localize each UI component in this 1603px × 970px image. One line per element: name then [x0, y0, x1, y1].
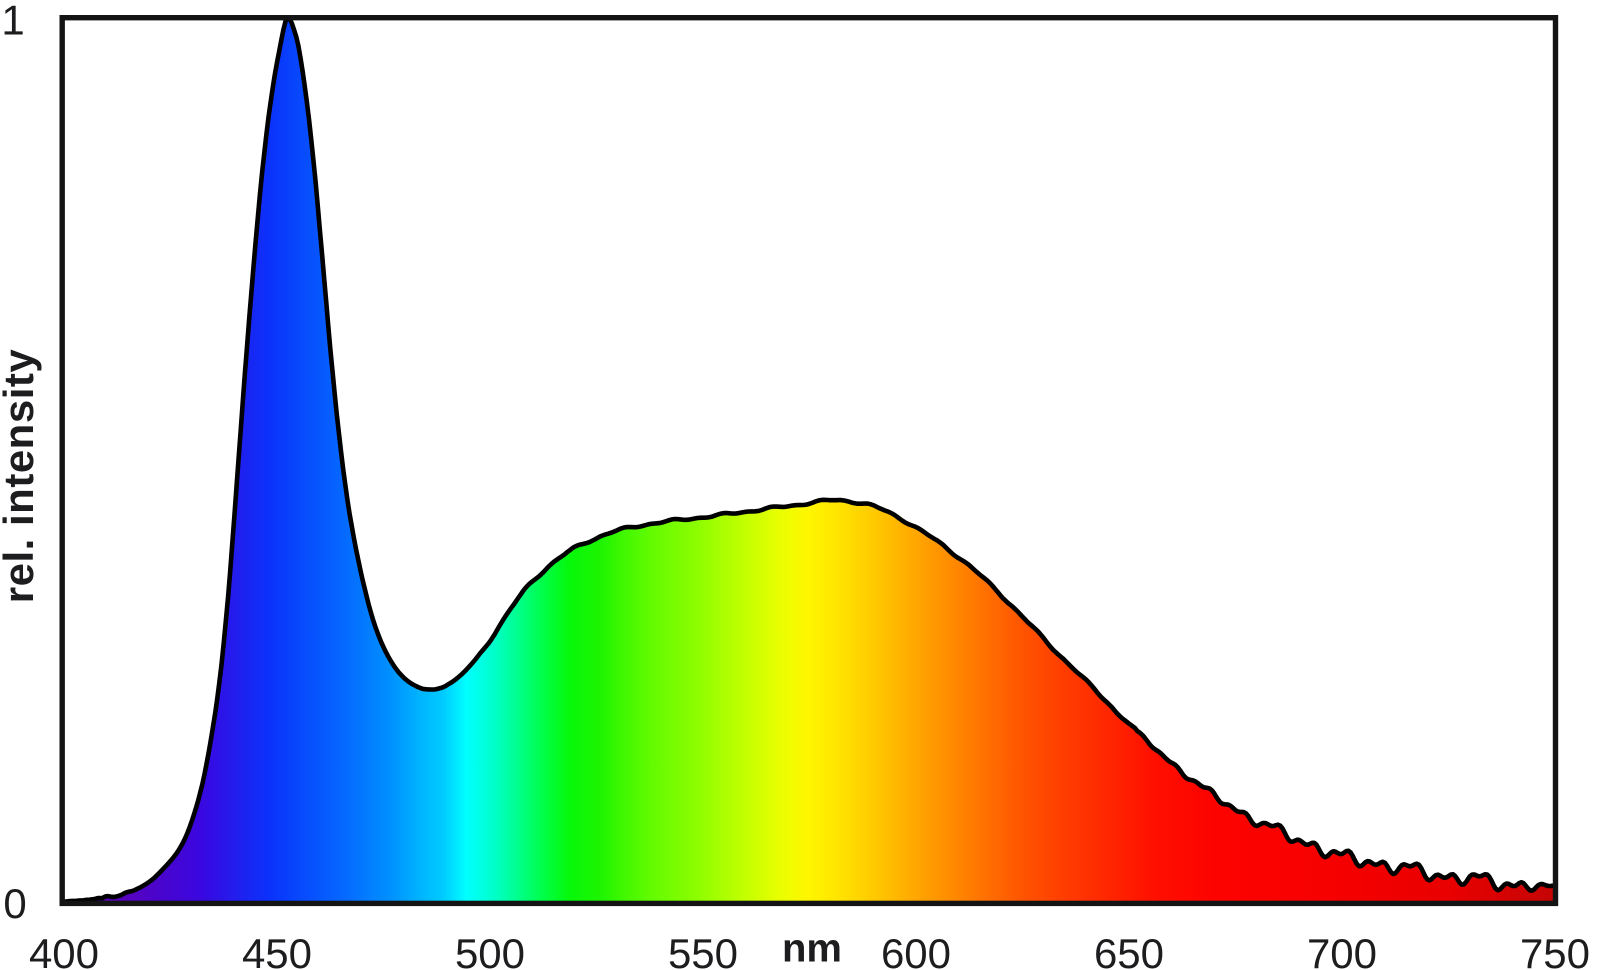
- svg-text:rel. intensity: rel. intensity: [0, 349, 42, 604]
- svg-text:600: 600: [881, 930, 951, 970]
- svg-text:500: 500: [455, 930, 525, 970]
- svg-text:650: 650: [1094, 930, 1164, 970]
- svg-text:nm: nm: [782, 927, 842, 970]
- svg-text:400: 400: [29, 930, 99, 970]
- svg-text:450: 450: [242, 930, 312, 970]
- svg-text:550: 550: [668, 930, 738, 970]
- svg-text:0: 0: [3, 880, 26, 927]
- svg-text:750: 750: [1520, 930, 1590, 970]
- svg-text:700: 700: [1307, 930, 1377, 970]
- svg-text:1: 1: [1, 0, 24, 44]
